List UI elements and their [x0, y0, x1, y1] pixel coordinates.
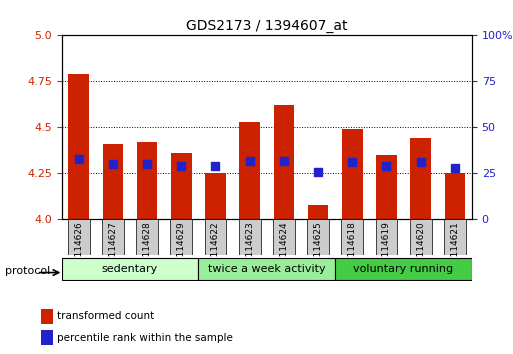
Text: GSM114624: GSM114624: [280, 221, 288, 276]
Title: GDS2173 / 1394607_at: GDS2173 / 1394607_at: [186, 19, 347, 33]
Text: GSM114629: GSM114629: [177, 221, 186, 276]
FancyBboxPatch shape: [239, 219, 261, 255]
Point: [348, 160, 357, 165]
Bar: [171, 153, 191, 219]
FancyBboxPatch shape: [341, 219, 363, 255]
Text: percentile rank within the sample: percentile rank within the sample: [57, 332, 233, 343]
Bar: [205, 173, 226, 219]
FancyBboxPatch shape: [376, 219, 398, 255]
Text: GSM114619: GSM114619: [382, 221, 391, 276]
Point: [177, 163, 185, 169]
Bar: [103, 144, 123, 219]
Text: GSM114623: GSM114623: [245, 221, 254, 276]
Point: [211, 163, 220, 169]
FancyBboxPatch shape: [273, 219, 295, 255]
FancyBboxPatch shape: [170, 219, 192, 255]
Text: GSM114627: GSM114627: [108, 221, 117, 276]
Bar: [137, 142, 157, 219]
Bar: [273, 105, 294, 219]
Text: voluntary running: voluntary running: [353, 264, 453, 274]
Text: GSM114618: GSM114618: [348, 221, 357, 276]
Bar: [68, 74, 89, 219]
Text: sedentary: sedentary: [102, 264, 158, 274]
Point: [143, 161, 151, 167]
Bar: [376, 155, 397, 219]
Point: [74, 156, 83, 161]
FancyBboxPatch shape: [41, 330, 52, 345]
FancyBboxPatch shape: [199, 258, 335, 280]
Point: [451, 165, 459, 171]
FancyBboxPatch shape: [41, 309, 52, 324]
Point: [109, 161, 117, 167]
Text: twice a week activity: twice a week activity: [208, 264, 326, 274]
FancyBboxPatch shape: [62, 258, 199, 280]
Text: GSM114625: GSM114625: [313, 221, 323, 276]
Point: [417, 160, 425, 165]
FancyBboxPatch shape: [444, 219, 466, 255]
Text: GSM114626: GSM114626: [74, 221, 83, 276]
Text: GSM114621: GSM114621: [450, 221, 459, 276]
Text: transformed count: transformed count: [57, 311, 154, 321]
FancyBboxPatch shape: [205, 219, 226, 255]
FancyBboxPatch shape: [136, 219, 158, 255]
Point: [382, 163, 390, 169]
Text: GSM114622: GSM114622: [211, 221, 220, 276]
Point: [280, 158, 288, 164]
Text: protocol: protocol: [5, 266, 50, 276]
Bar: [445, 173, 465, 219]
FancyBboxPatch shape: [102, 219, 124, 255]
Bar: [342, 129, 363, 219]
Bar: [308, 205, 328, 219]
FancyBboxPatch shape: [410, 219, 431, 255]
Point: [314, 169, 322, 175]
FancyBboxPatch shape: [68, 219, 90, 255]
Bar: [240, 122, 260, 219]
Bar: [410, 138, 431, 219]
Text: GSM114628: GSM114628: [143, 221, 151, 276]
FancyBboxPatch shape: [307, 219, 329, 255]
Point: [246, 158, 254, 164]
Text: GSM114620: GSM114620: [416, 221, 425, 276]
FancyBboxPatch shape: [335, 258, 472, 280]
